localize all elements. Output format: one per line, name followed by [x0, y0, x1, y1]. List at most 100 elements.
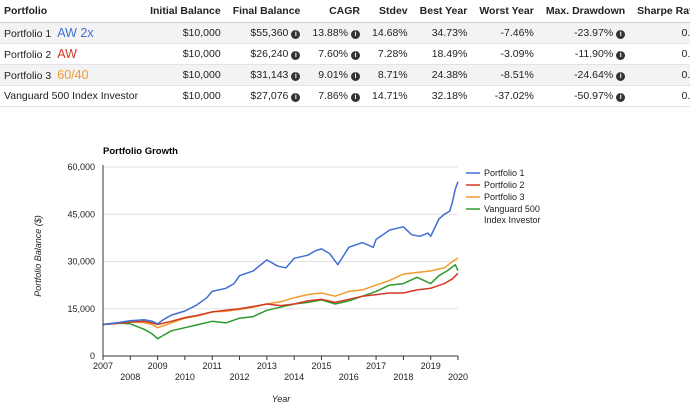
series-line-portfolio-2 — [102, 272, 459, 326]
legend-label: Portfolio 2 — [484, 180, 525, 190]
initial-cell: $10,000 — [144, 64, 227, 86]
cagr-cell: 7.86% i — [306, 85, 367, 107]
cagr-cell: 13.88% i — [306, 22, 367, 44]
worst-value: -7.46% — [500, 27, 534, 39]
portfolio-name-cell: Portfolio 1 AW 2x — [0, 22, 145, 44]
cagr-cell: 7.60% i — [306, 43, 367, 65]
portfolio-tag: 60/40 — [57, 68, 89, 82]
portfolio-name-cell: Vanguard 500 Index Investor — [0, 85, 145, 107]
legend-label: Portfolio 1 — [484, 168, 525, 178]
info-icon[interactable]: i — [616, 51, 626, 60]
sharpe-cell: 0.92 — [631, 43, 690, 65]
x-tick-label: 2012 — [230, 372, 250, 382]
table-row: Vanguard 500 Index Investor $10,000 $27,07… — [0, 85, 690, 107]
stdev-value: 7.28% — [377, 48, 408, 60]
sharpe-cell: 0.90 — [631, 22, 690, 44]
portfolio-name: Portfolio 3 — [4, 70, 52, 82]
mdd-value: -24.64% — [574, 69, 614, 81]
header-stdev: Stdev — [366, 0, 414, 23]
initial-value: $10,000 — [182, 27, 221, 39]
worst-cell: -7.46% — [473, 22, 540, 44]
final-cell: $55,360 i — [226, 22, 307, 44]
initial-cell: $10,000 — [144, 22, 227, 44]
x-axis-label: Year — [272, 394, 292, 404]
header-final-balance: Final Balance — [226, 0, 307, 23]
series-line-portfolio-3 — [102, 257, 459, 329]
worst-value: -8.51% — [500, 69, 534, 81]
cagr-cell: 9.01% i — [306, 64, 367, 86]
mdd-value: -11.90% — [574, 48, 614, 60]
best-value: 18.49% — [431, 48, 468, 60]
header-cagr: CAGR — [306, 0, 367, 23]
final-value: $31,143 — [250, 69, 289, 81]
best-cell: 34.73% — [413, 22, 474, 44]
worst-value: -3.09% — [500, 48, 534, 60]
best-value: 34.73% — [431, 27, 468, 39]
x-tick-label: 2014 — [284, 372, 304, 382]
y-axis-label: Portfolio Balance ($) — [33, 215, 43, 297]
stdev-cell: 8.71% — [366, 64, 414, 86]
stdev-cell: 7.28% — [366, 43, 414, 65]
cagr-value: 9.01% — [318, 69, 349, 81]
info-icon[interactable]: i — [616, 93, 626, 102]
portfolio-name: Portfolio 2 — [4, 49, 52, 61]
info-icon[interactable]: i — [351, 93, 361, 102]
table-row: Portfolio 3 60/40 $10,000 $31,143 i 9.01% i 8.7… — [0, 64, 690, 86]
legend-label-line: Vanguard 500 — [484, 204, 540, 214]
portfolio-growth-chart: Portfolio Growth 0 15,000 30,000 45,000 60,0… — [33, 146, 541, 404]
final-value: $27,076 — [250, 90, 289, 102]
best-cell: 18.49% — [413, 43, 474, 65]
header-sharpe-ratio: Sharpe Ratio — [631, 0, 690, 23]
sharpe-cell: 0.93 — [631, 64, 690, 86]
info-icon[interactable]: i — [351, 51, 361, 60]
stdev-value: 8.71% — [377, 69, 408, 81]
table-row: Portfolio 2 AW $10,000 $26,240 i 7.60% i 7.28% 1… — [0, 43, 690, 65]
portfolio-name: Vanguard 500 Index Investor — [4, 90, 139, 102]
portfolio-tag: AW 2x — [57, 26, 94, 40]
best-value: 32.18% — [431, 90, 468, 102]
chart-axes: 0 15,000 30,000 45,000 60,000 2007 2008 2009 201… — [67, 162, 468, 382]
x-tick-label: 2018 — [393, 372, 413, 382]
final-cell: $26,240 i — [226, 43, 307, 65]
x-tick-label: 2008 — [120, 372, 140, 382]
series-line-portfolio-1 — [102, 181, 459, 326]
info-icon[interactable]: i — [351, 30, 361, 39]
portfolio-stats-table: Portfolio Initial Balance Final Balance … — [0, 0, 690, 107]
chart-legend: Portfolio 1 Portfolio 2 Portfolio 3 Vanguar… — [466, 168, 541, 225]
info-icon[interactable]: i — [351, 72, 361, 81]
info-icon[interactable]: i — [291, 30, 301, 39]
x-tick-label: 2020 — [448, 372, 468, 382]
series-line-vanguard-500-index-investor — [102, 263, 459, 340]
mdd-cell: -24.64% i — [539, 64, 632, 86]
x-tick-label: 2011 — [203, 361, 222, 371]
chart-series — [102, 181, 459, 340]
best-cell: 32.18% — [413, 85, 474, 107]
info-icon[interactable]: i — [616, 72, 626, 81]
info-icon[interactable]: i — [616, 30, 626, 39]
sharpe-value: 0.53 — [681, 90, 690, 102]
mdd-value: -23.97% — [574, 27, 614, 39]
x-tick-label: 2010 — [175, 372, 195, 382]
mdd-value: -50.97% — [574, 90, 614, 102]
cagr-value: 7.86% — [318, 90, 349, 102]
sharpe-value: 0.90 — [681, 27, 690, 39]
header-portfolio: Portfolio — [0, 0, 145, 23]
info-icon[interactable]: i — [291, 51, 301, 60]
y-tick-label: 15,000 — [67, 304, 95, 314]
x-tick-label: 2009 — [148, 361, 168, 371]
x-tick-label: 2016 — [339, 372, 359, 382]
x-tick-label: 2007 — [93, 361, 113, 371]
mdd-cell: -23.97% i — [539, 22, 632, 44]
legend-label: Portfolio 3 — [484, 192, 525, 202]
portfolio-name: Portfolio 1 — [4, 28, 52, 40]
best-value: 24.38% — [431, 69, 468, 81]
final-cell: $27,076 i — [226, 85, 307, 107]
info-icon[interactable]: i — [291, 72, 301, 81]
stdev-value: 14.71% — [372, 90, 408, 102]
info-icon[interactable]: i — [291, 93, 301, 102]
y-tick-label: 60,000 — [67, 162, 95, 172]
y-tick-label: 0 — [90, 351, 95, 361]
portfolio-name-cell: Portfolio 3 60/40 — [0, 64, 145, 86]
header-max-drawdown: Max. Drawdown — [539, 0, 632, 23]
header-initial-balance: Initial Balance — [144, 0, 227, 23]
